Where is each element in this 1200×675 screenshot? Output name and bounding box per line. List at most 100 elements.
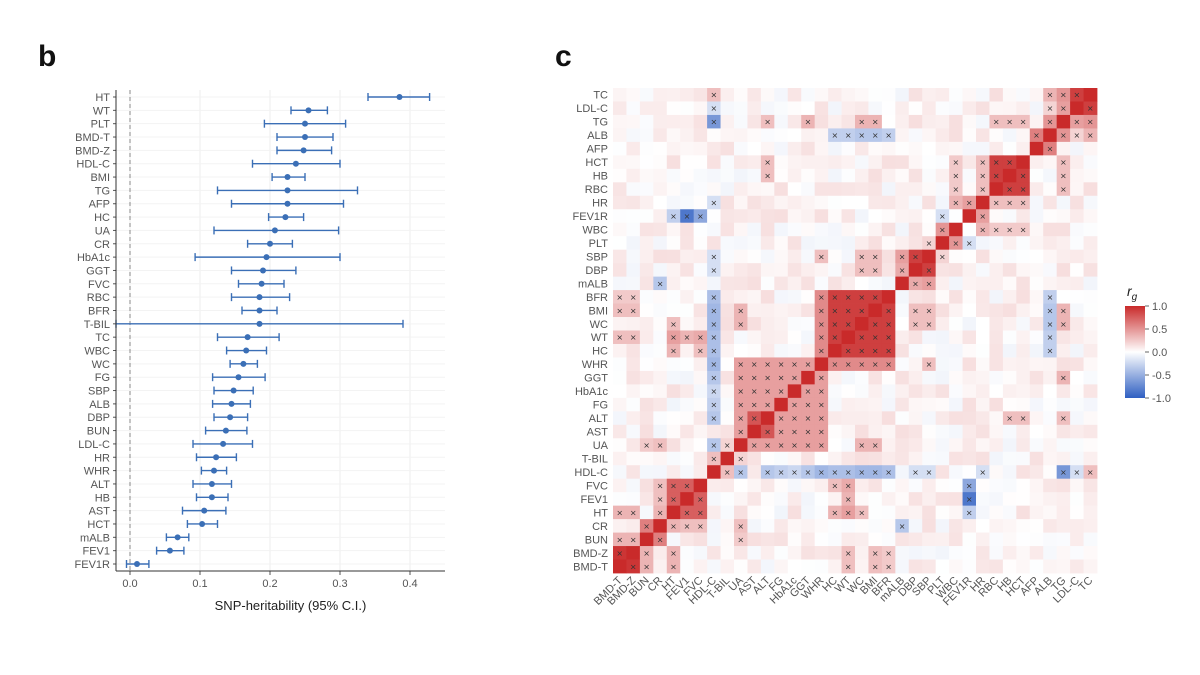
heatmap-cell xyxy=(828,411,842,426)
heatmap-cell xyxy=(962,276,977,291)
heatmap-cell xyxy=(935,492,950,507)
heatmap-cell xyxy=(693,276,708,291)
heatmap-cell xyxy=(841,505,856,520)
heatmap-cell xyxy=(720,168,735,183)
heatmap-cell xyxy=(828,559,842,574)
forest-y-label-bmd-z: BMD-Z xyxy=(75,145,110,157)
heatmap-cell xyxy=(1002,546,1017,560)
heatmap-row-label-wbc: WBC xyxy=(582,224,608,236)
heatmap-cell xyxy=(935,370,950,385)
heatmap-cell xyxy=(734,384,748,399)
heatmap-cell xyxy=(693,519,708,533)
heatmap-cell xyxy=(962,492,977,507)
heatmap-cell xyxy=(922,209,937,224)
significance-mark: × xyxy=(1047,118,1054,127)
heatmap-cell xyxy=(707,370,721,385)
heatmap-cell xyxy=(841,290,856,304)
heatmap-cell xyxy=(989,222,1004,237)
heatmap-cell xyxy=(922,546,937,560)
heatmap-cell xyxy=(639,209,654,224)
point-estimate xyxy=(227,414,234,421)
significance-mark: × xyxy=(818,347,825,356)
heatmap-cell xyxy=(949,276,963,291)
heatmap-cell xyxy=(666,411,681,426)
significance-mark: × xyxy=(1060,91,1067,100)
heatmap-cell xyxy=(935,330,950,345)
heatmap-cell xyxy=(935,559,950,574)
heatmap-cell xyxy=(895,222,910,237)
heatmap-cell xyxy=(693,88,708,102)
heatmap-cell xyxy=(962,222,977,237)
heatmap-cell xyxy=(868,128,883,143)
significance-mark: × xyxy=(791,374,798,383)
significance-mark: × xyxy=(885,549,892,558)
heatmap-cell xyxy=(626,451,641,466)
heatmap-cell xyxy=(707,222,721,237)
heatmap-cell xyxy=(922,330,937,345)
forest-y-label-whr: WHR xyxy=(84,466,110,478)
heatmap-cell xyxy=(613,168,627,183)
significance-mark: × xyxy=(657,441,664,450)
heatmap-cell xyxy=(814,451,829,466)
significance-mark: × xyxy=(1047,333,1054,342)
heatmap-cell xyxy=(653,438,668,453)
heatmap-cell xyxy=(639,236,654,251)
heatmap-cell xyxy=(1043,195,1058,210)
heatmap-cell xyxy=(976,88,990,102)
heatmap-cell xyxy=(801,438,816,453)
heatmap-cell xyxy=(976,330,990,345)
heatmap-row-label-ldl-c: LDL-C xyxy=(576,103,608,115)
heatmap-cell xyxy=(828,451,842,466)
heatmap-cell xyxy=(680,397,695,412)
significance-mark: × xyxy=(1020,414,1027,423)
heatmap-cell xyxy=(935,451,950,466)
heatmap-cell xyxy=(935,236,950,251)
heatmap-cell xyxy=(801,141,816,156)
significance-mark: × xyxy=(952,172,959,181)
heatmap-cell xyxy=(1002,303,1017,318)
heatmap-cell xyxy=(962,249,977,264)
heatmap-cell xyxy=(626,505,641,520)
heatmap-cell xyxy=(868,546,883,560)
heatmap-cell xyxy=(962,411,977,426)
heatmap-cell xyxy=(1002,128,1017,143)
forest-y-label-hba1c: HbA1c xyxy=(77,252,111,264)
heatmap-cell xyxy=(1029,505,1044,520)
heatmap-cell xyxy=(1083,546,1098,560)
significance-mark: × xyxy=(926,306,933,315)
forest-point-hb xyxy=(195,493,229,502)
significance-mark: × xyxy=(912,468,919,477)
heatmap-cell xyxy=(814,519,829,533)
heatmap-cell xyxy=(1056,276,1071,291)
heatmap-cell xyxy=(1070,357,1084,372)
heatmap-cell xyxy=(908,411,923,426)
heatmap-cell xyxy=(747,222,762,237)
significance-mark: × xyxy=(737,320,744,329)
heatmap-cell xyxy=(881,168,896,183)
heatmap-cell xyxy=(828,370,842,385)
heatmap-cell xyxy=(855,478,869,493)
heatmap-cell xyxy=(949,114,963,129)
heatmap-cell xyxy=(720,478,735,493)
point-estimate xyxy=(302,120,308,127)
heatmap-cell xyxy=(734,438,748,453)
significance-mark: × xyxy=(1006,225,1013,234)
forest-point-ast xyxy=(181,506,227,515)
heatmap-cell xyxy=(935,424,950,439)
heatmap-row-label-bmd-t: BMD-T xyxy=(573,561,608,573)
significance-mark: × xyxy=(1020,199,1027,208)
heatmap-cell xyxy=(693,101,708,116)
heatmap-cell xyxy=(922,155,937,170)
forest-y-label-fev1: FEV1 xyxy=(82,546,110,558)
heatmap-cell xyxy=(747,114,762,129)
heatmap-cell xyxy=(828,88,842,102)
heatmap-cell xyxy=(1016,451,1031,466)
heatmap-cell xyxy=(962,451,977,466)
heatmap-cell xyxy=(1016,411,1031,426)
significance-mark: × xyxy=(858,118,865,127)
significance-mark: × xyxy=(710,333,717,342)
heatmap-cell xyxy=(734,155,748,170)
heatmap-cell xyxy=(707,88,721,102)
heatmap-cell xyxy=(787,519,802,533)
heatmap-cell xyxy=(908,88,923,102)
